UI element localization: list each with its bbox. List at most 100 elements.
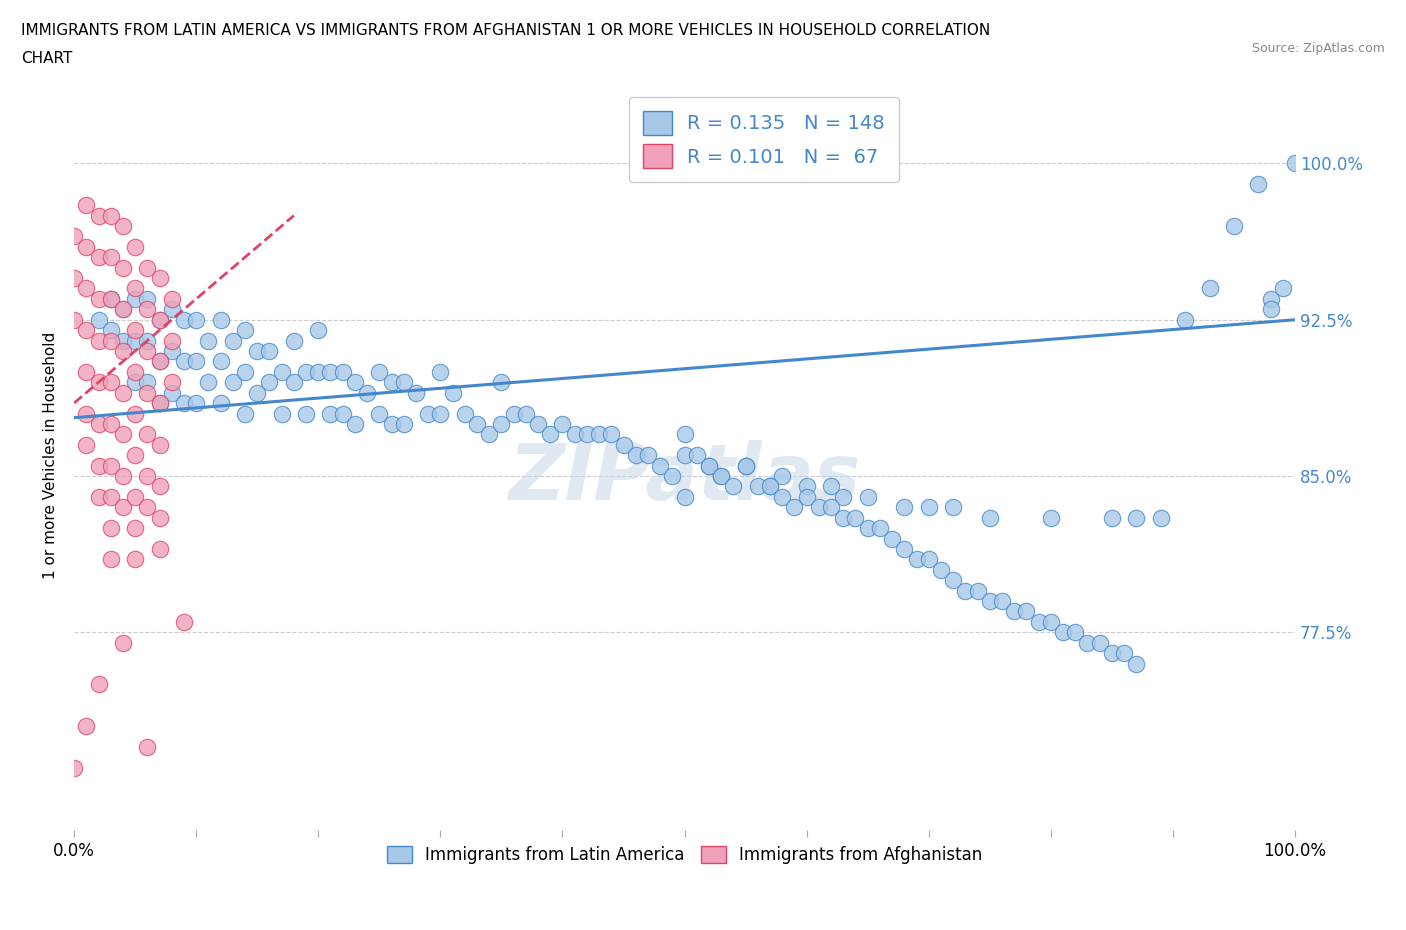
Y-axis label: 1 or more Vehicles in Household: 1 or more Vehicles in Household — [44, 332, 58, 578]
Point — [87, 375, 110, 390]
Point — [259, 375, 281, 390]
Point — [955, 583, 977, 598]
Point — [1015, 604, 1038, 619]
Point — [1101, 645, 1123, 660]
Point — [979, 511, 1001, 525]
Point — [368, 365, 391, 379]
Point — [111, 469, 134, 484]
Point — [429, 365, 451, 379]
Point — [283, 375, 305, 390]
Point — [380, 417, 402, 432]
Point — [136, 333, 159, 348]
Legend: Immigrants from Latin America, Immigrants from Afghanistan: Immigrants from Latin America, Immigrant… — [380, 839, 990, 870]
Point — [148, 312, 170, 327]
Point — [307, 323, 329, 338]
Point — [538, 427, 561, 442]
Point — [160, 385, 183, 400]
Point — [100, 489, 122, 504]
Point — [100, 521, 122, 536]
Point — [87, 208, 110, 223]
Point — [63, 229, 86, 244]
Point — [564, 427, 586, 442]
Point — [918, 499, 941, 514]
Point — [942, 573, 965, 588]
Point — [100, 375, 122, 390]
Point — [222, 333, 245, 348]
Text: Source: ZipAtlas.com: Source: ZipAtlas.com — [1251, 42, 1385, 55]
Point — [124, 375, 146, 390]
Point — [75, 198, 97, 213]
Point — [136, 375, 159, 390]
Point — [1052, 625, 1074, 640]
Point — [796, 479, 818, 494]
Point — [356, 385, 378, 400]
Point — [820, 479, 842, 494]
Point — [1039, 615, 1062, 630]
Point — [100, 551, 122, 566]
Point — [966, 583, 988, 598]
Point — [160, 302, 183, 317]
Point — [136, 499, 159, 514]
Point — [307, 365, 329, 379]
Point — [75, 239, 97, 254]
Point — [75, 719, 97, 734]
Point — [783, 499, 806, 514]
Point — [100, 333, 122, 348]
Point — [186, 354, 208, 369]
Point — [246, 385, 269, 400]
Point — [759, 479, 782, 494]
Point — [148, 395, 170, 410]
Point — [111, 499, 134, 514]
Point — [124, 333, 146, 348]
Point — [270, 365, 292, 379]
Point — [111, 333, 134, 348]
Point — [600, 427, 623, 442]
Point — [1247, 177, 1270, 192]
Point — [148, 271, 170, 286]
Point — [319, 406, 342, 421]
Point — [1125, 657, 1147, 671]
Point — [832, 511, 855, 525]
Point — [697, 458, 720, 473]
Point — [820, 499, 842, 514]
Point — [929, 563, 952, 578]
Point — [63, 761, 86, 776]
Point — [100, 458, 122, 473]
Point — [1125, 511, 1147, 525]
Point — [75, 437, 97, 452]
Point — [673, 427, 696, 442]
Point — [136, 343, 159, 358]
Point — [87, 417, 110, 432]
Point — [160, 375, 183, 390]
Point — [148, 354, 170, 369]
Point — [136, 260, 159, 275]
Point — [87, 489, 110, 504]
Point — [148, 354, 170, 369]
Point — [148, 437, 170, 452]
Point — [491, 417, 513, 432]
Point — [844, 511, 866, 525]
Point — [918, 551, 941, 566]
Point — [209, 354, 232, 369]
Point — [173, 615, 195, 630]
Point — [734, 458, 756, 473]
Point — [233, 406, 256, 421]
Point — [796, 489, 818, 504]
Point — [148, 395, 170, 410]
Point — [111, 427, 134, 442]
Point — [1271, 281, 1294, 296]
Point — [491, 375, 513, 390]
Point — [124, 323, 146, 338]
Point — [856, 489, 879, 504]
Point — [1260, 302, 1282, 317]
Point — [686, 447, 709, 462]
Point — [856, 521, 879, 536]
Point — [100, 417, 122, 432]
Point — [478, 427, 501, 442]
Point — [392, 375, 415, 390]
Point — [942, 499, 965, 514]
Text: CHART: CHART — [21, 51, 73, 66]
Point — [222, 375, 245, 390]
Point — [295, 365, 318, 379]
Point — [124, 489, 146, 504]
